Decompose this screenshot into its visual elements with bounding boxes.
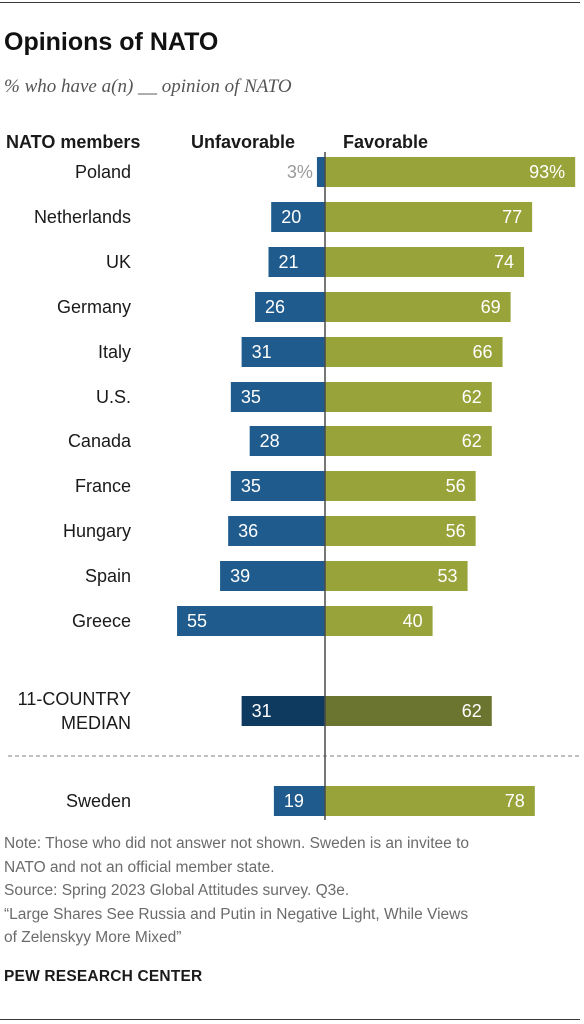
data-label-unfavorable: 36: [238, 521, 258, 541]
data-label-favorable: 69: [481, 297, 501, 317]
header-unfavorable: Unfavorable: [191, 132, 295, 152]
category-label-median: 11-COUNTRY MEDIAN: [18, 689, 131, 733]
data-label-unfavorable: 28: [260, 431, 280, 451]
data-label-unfavorable: 55: [187, 611, 207, 631]
bar-favorable: [325, 696, 492, 726]
data-label-favorable: 62: [462, 387, 482, 407]
category-label: France: [75, 476, 131, 496]
data-label-favorable: 78: [505, 791, 525, 811]
data-label-favorable: 77: [502, 207, 522, 227]
category-label: Italy: [98, 342, 131, 362]
bar-unfavorable: [241, 337, 325, 367]
bar-favorable: [325, 382, 492, 412]
category-label: Spain: [85, 566, 131, 586]
brand-label: PEW RESEARCH CENTER: [4, 968, 203, 985]
category-label: Sweden: [66, 791, 131, 811]
data-label-favorable: 62: [462, 431, 482, 451]
diverging-bar-chart: NATO members Unfavorable Favorable Poland 3%…: [6, 132, 580, 820]
bar-unfavorable: [316, 157, 325, 187]
bar-favorable: [325, 516, 476, 546]
bar-unfavorable: [273, 786, 325, 816]
note-line: NATO and not an official member state.: [4, 858, 275, 876]
bar-favorable: [325, 786, 535, 816]
bar-unfavorable: [230, 471, 325, 501]
bar-unfavorable: [271, 202, 325, 232]
data-label-unfavorable: 20: [281, 207, 301, 227]
category-label: Poland: [75, 162, 131, 182]
category-label: Netherlands: [34, 207, 131, 227]
chart-subtitle: % who have a(n) __ opinion of NATO: [4, 76, 292, 97]
bar-unfavorable: [177, 606, 325, 636]
bottom-rule: [0, 1019, 580, 1020]
data-label-favorable: 66: [473, 342, 493, 362]
bar-unfavorable: [241, 696, 325, 726]
category-label: Hungary: [63, 521, 131, 541]
bar-favorable: [325, 247, 525, 277]
bar-favorable: [325, 157, 576, 187]
category-label: U.S.: [96, 387, 131, 407]
data-label-favorable: 62: [462, 701, 482, 721]
bar-unfavorable: [268, 247, 325, 277]
data-label-unfavorable: 3%: [287, 162, 313, 182]
bar-favorable: [325, 202, 533, 232]
category-label: UK: [106, 252, 131, 272]
bar-unfavorable: [255, 292, 325, 322]
header-favorable: Favorable: [343, 132, 428, 152]
report-title-line: of Zelenskyy More Mixed”: [4, 929, 182, 946]
category-label: Greece: [72, 611, 131, 631]
data-label-unfavorable: 35: [241, 387, 261, 407]
bar-favorable: [325, 561, 468, 591]
top-rule: [0, 2, 580, 3]
bar-favorable: [325, 337, 503, 367]
data-label-favorable: 56: [446, 521, 466, 541]
chart-title: Opinions of NATO: [4, 28, 219, 56]
bar-unfavorable: [220, 561, 325, 591]
data-label-unfavorable: 26: [265, 297, 285, 317]
data-label-favorable: 93%: [529, 162, 565, 182]
bar-unfavorable: [230, 382, 325, 412]
data-label-unfavorable: 19: [284, 791, 304, 811]
category-label: Germany: [57, 297, 131, 317]
data-label-favorable: 53: [438, 566, 458, 586]
data-label-unfavorable: 31: [252, 701, 272, 721]
bar-favorable: [325, 471, 476, 501]
data-label-favorable: 74: [494, 252, 514, 272]
bar-unfavorable: [228, 516, 325, 546]
note-line: Note: Those who did not answer not shown…: [4, 835, 469, 852]
data-label-favorable: 56: [446, 476, 466, 496]
data-label-unfavorable: 21: [279, 252, 299, 272]
source-line: Source: Spring 2023 Global Attitudes sur…: [4, 882, 350, 899]
data-label-unfavorable: 39: [230, 566, 250, 586]
notes: Note: Those who did not answer not shown…: [4, 832, 579, 950]
data-label-unfavorable: 35: [241, 476, 261, 496]
bar-favorable: [325, 606, 433, 636]
data-label-unfavorable: 31: [252, 342, 272, 362]
header-group: NATO members: [6, 132, 140, 152]
bar-favorable: [325, 292, 511, 322]
category-label: Canada: [68, 431, 132, 451]
data-label-favorable: 40: [403, 611, 423, 631]
report-title-line: “Large Shares See Russia and Putin in Ne…: [4, 905, 469, 923]
bar-favorable: [325, 426, 492, 456]
bar-unfavorable: [249, 426, 325, 456]
